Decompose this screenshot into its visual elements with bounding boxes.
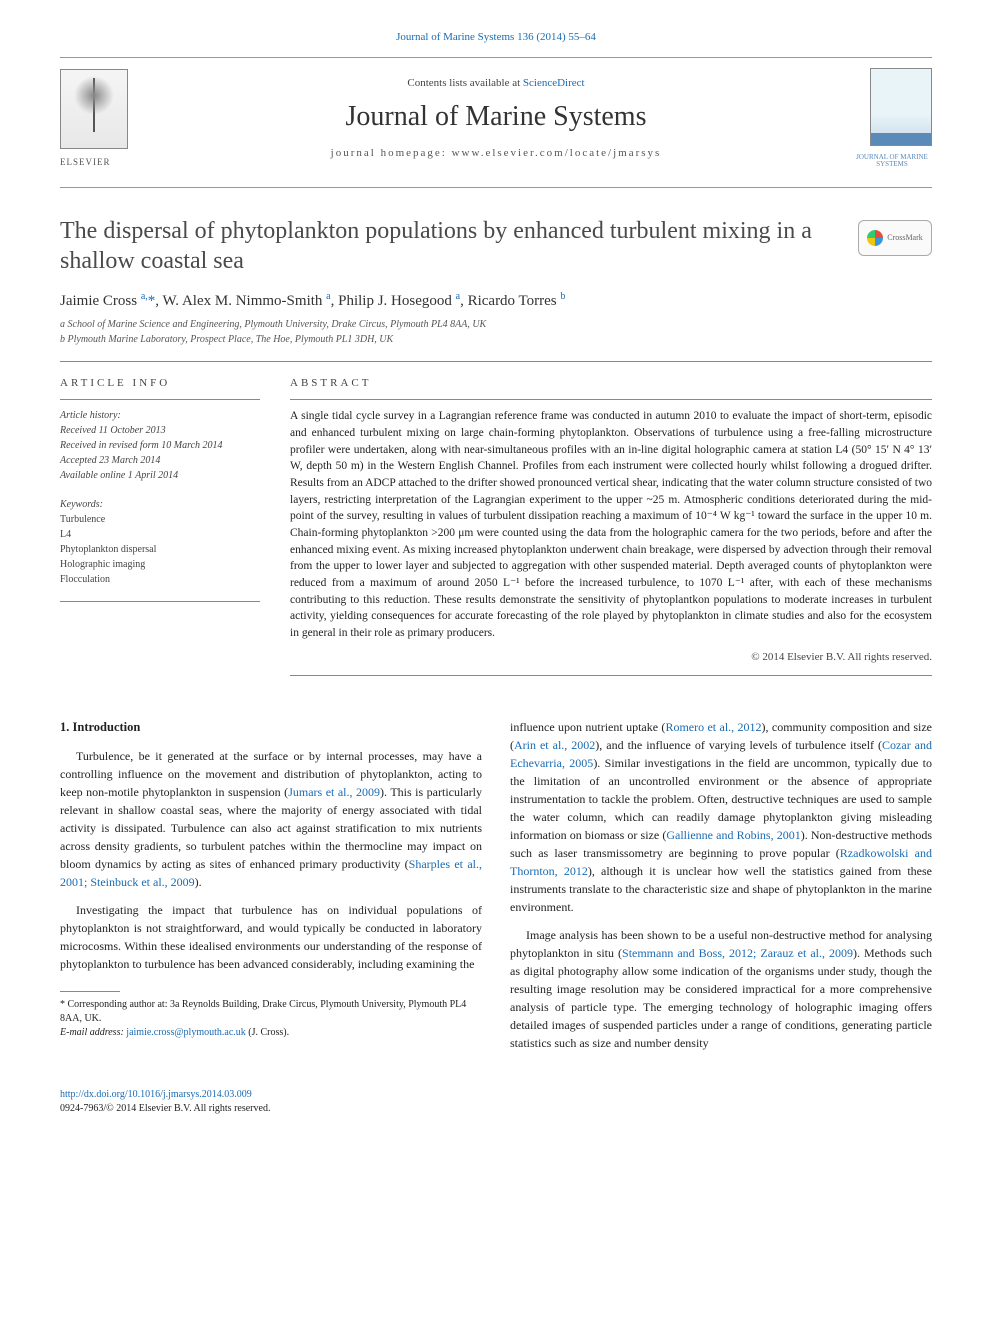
- journal-cover-caption: JOURNAL OF MARINE SYSTEMS: [852, 154, 932, 169]
- issn-copyright: 0924-7963/© 2014 Elsevier B.V. All right…: [60, 1102, 932, 1116]
- contents-prefix: Contents lists available at: [407, 77, 522, 89]
- article-title: The dispersal of phytoplankton populatio…: [60, 216, 840, 276]
- journal-name: Journal of Marine Systems: [140, 97, 852, 136]
- abstract-label: ABSTRACT: [290, 376, 932, 391]
- journal-cover-icon: [870, 68, 932, 146]
- body-columns: 1. Introduction Turbulence, be it genera…: [60, 718, 932, 1062]
- journal-cover-block: JOURNAL OF MARINE SYSTEMS: [852, 68, 932, 169]
- masthead: ELSEVIER Contents lists available at Sci…: [60, 57, 932, 188]
- history-item: Available online 1 April 2014: [60, 468, 260, 483]
- affiliation-b: b Plymouth Marine Laboratory, Prospect P…: [60, 333, 932, 347]
- contents-line: Contents lists available at ScienceDirec…: [140, 76, 852, 91]
- publisher-name: ELSEVIER: [60, 156, 140, 169]
- abstract-text: A single tidal cycle survey in a Lagrang…: [290, 408, 932, 641]
- column-right: influence upon nutrient uptake (Romero e…: [510, 718, 932, 1062]
- corresponding-footnote: * Corresponding author at: 3a Reynolds B…: [60, 998, 482, 1040]
- paragraph: Image analysis has been shown to be a us…: [510, 926, 932, 1052]
- column-left: 1. Introduction Turbulence, be it genera…: [60, 718, 482, 1062]
- keyword-item: Phytoplankton dispersal: [60, 542, 260, 557]
- history-item: Received 11 October 2013: [60, 423, 260, 438]
- authors-line: Jaimie Cross a,*, W. Alex M. Nimmo-Smith…: [60, 290, 932, 312]
- crossmark-badge[interactable]: CrossMark: [858, 220, 932, 256]
- keyword-item: Flocculation: [60, 572, 260, 587]
- article-info-label: ARTICLE INFO: [60, 376, 260, 391]
- elsevier-tree-icon: [60, 69, 128, 149]
- keywords-heading: Keywords:: [60, 497, 260, 512]
- abstract-block: ABSTRACT A single tidal cycle survey in …: [290, 376, 932, 690]
- footnote-rule: [60, 991, 120, 992]
- article-info-sidebar: ARTICLE INFO Article history: Received 1…: [60, 376, 260, 690]
- doi-link[interactable]: http://dx.doi.org/10.1016/j.jmarsys.2014…: [60, 1089, 252, 1100]
- affiliations: a School of Marine Science and Engineeri…: [60, 318, 932, 347]
- corresponding-text: * Corresponding author at: 3a Reynolds B…: [60, 998, 482, 1026]
- history-heading: Article history:: [60, 408, 260, 423]
- publisher-logo-block: ELSEVIER: [60, 69, 140, 169]
- running-head-link[interactable]: Journal of Marine Systems 136 (2014) 55–…: [396, 31, 596, 43]
- email-suffix: (J. Cross).: [248, 1027, 289, 1038]
- affiliation-a: a School of Marine Science and Engineeri…: [60, 318, 932, 332]
- history-item: Accepted 23 March 2014: [60, 453, 260, 468]
- journal-homepage: journal homepage: www.elsevier.com/locat…: [140, 146, 852, 161]
- rule: [60, 399, 260, 400]
- keyword-item: Turbulence: [60, 512, 260, 527]
- paragraph: Investigating the impact that turbulence…: [60, 901, 482, 973]
- rule: [60, 361, 932, 362]
- keyword-item: L4: [60, 527, 260, 542]
- running-head: Journal of Marine Systems 136 (2014) 55–…: [60, 30, 932, 45]
- rule: [290, 399, 932, 400]
- rule: [290, 675, 932, 676]
- crossmark-label: CrossMark: [887, 232, 923, 243]
- keyword-item: Holographic imaging: [60, 557, 260, 572]
- paragraph: influence upon nutrient uptake (Romero e…: [510, 718, 932, 916]
- sciencedirect-link[interactable]: ScienceDirect: [523, 77, 585, 89]
- paragraph: Turbulence, be it generated at the surfa…: [60, 747, 482, 891]
- email-label: E-mail address:: [60, 1027, 124, 1038]
- abstract-copyright: © 2014 Elsevier B.V. All rights reserved…: [290, 650, 932, 665]
- intro-heading: 1. Introduction: [60, 718, 482, 737]
- rule: [60, 601, 260, 602]
- page-footer: http://dx.doi.org/10.1016/j.jmarsys.2014…: [60, 1088, 932, 1116]
- history-item: Received in revised form 10 March 2014: [60, 438, 260, 453]
- corresponding-email-link[interactable]: jaimie.cross@plymouth.ac.uk: [126, 1027, 245, 1038]
